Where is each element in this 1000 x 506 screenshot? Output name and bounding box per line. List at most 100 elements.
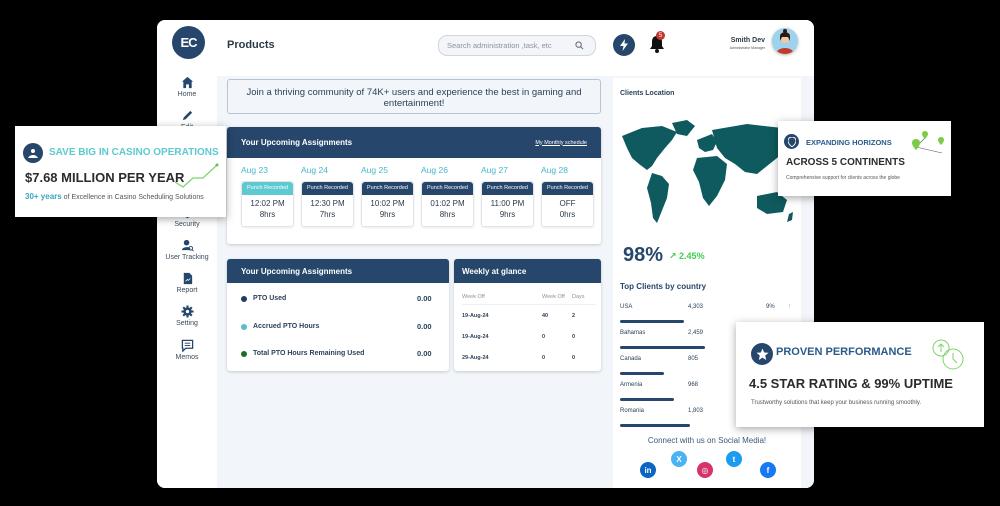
country-bar (620, 398, 674, 401)
sidebar-item-home[interactable]: Home (157, 76, 217, 98)
instagram-icon[interactable]: ◎ (697, 462, 713, 478)
linkedin-icon[interactable]: in (640, 462, 656, 478)
search-icon[interactable] (575, 41, 584, 50)
shift-hours: 9hrs (499, 210, 516, 219)
sidebar-item-memos[interactable]: Memos (157, 339, 217, 361)
country-value: 1,803 (688, 408, 704, 414)
sidebar-item-label: Security (174, 221, 200, 228)
shift-hours: 8hrs (259, 210, 276, 219)
pto-label: Total PTO Hours Remaining Used (253, 350, 365, 357)
pto-row: Accrued PTO Hours 0.00 (241, 322, 432, 331)
punch-status: Punch Recorded (302, 182, 353, 195)
card-header: Weekly at glance (454, 259, 601, 283)
country-value: 805 (688, 356, 699, 362)
day-card: Punch Recorded 11:00 PM 9hrs (481, 181, 534, 227)
expanding-horizons-card: EXPANDING HORIZONS ACROSS 5 CONTINENTS C… (778, 121, 951, 196)
memo-icon (181, 339, 193, 352)
performance-headline: 4.5 STAR RATING & 99% UPTIME (749, 376, 953, 391)
sidebar-item-label: Memos (175, 354, 199, 361)
clock-uptime-icon (932, 339, 964, 370)
community-banner: Join a thriving community of 74K+ users … (227, 79, 601, 114)
day-item[interactable]: Aug 27 Punch Recorded 11:00 PM 9hrs (481, 165, 541, 227)
sidebar-item-label: Report (176, 287, 198, 294)
shift-hours: 7hrs (319, 210, 336, 219)
punch-time: 12:02 PM (250, 199, 285, 208)
day-item[interactable]: Aug 26 Punch Recorded 01:02 PM 8hrs (421, 165, 481, 227)
country-value: 968 (688, 382, 699, 388)
column-header: Week Off (542, 293, 565, 300)
sidebar-item-setting[interactable]: Setting (157, 305, 217, 327)
table-cell: 0 (572, 333, 576, 340)
day-date: Aug 25 (361, 165, 388, 175)
x-icon[interactable]: X (671, 451, 687, 467)
table-row: 29-Aug-24 0 0 (462, 347, 596, 368)
horizons-headline: ACROSS 5 CONTINENTS (786, 157, 905, 168)
table-cell: 40 (542, 312, 549, 319)
app-logo[interactable]: EC (172, 26, 205, 59)
day-date: Aug 28 (541, 165, 568, 175)
pto-card: Your Upcoming Assignments PTO Used 0.00 … (227, 259, 449, 371)
twitter-icon[interactable]: t (726, 451, 742, 467)
quick-action-button[interactable] (613, 34, 635, 56)
card-title: Your Upcoming Assignments (241, 138, 353, 147)
shift-hours: 0hrs (559, 210, 576, 219)
sidebar-item-report[interactable]: Report (157, 272, 217, 294)
years-highlight: 30+ years (25, 192, 62, 201)
star-badge-icon (751, 343, 773, 365)
pencil-icon (182, 110, 192, 121)
table-row: 19-Aug-24 40 2 (462, 305, 596, 326)
country-bar (620, 346, 705, 349)
avatar[interactable] (772, 28, 798, 54)
page-title: Products (227, 39, 275, 51)
clients-percentage: 98% (623, 244, 664, 266)
punch-status: Punch Recorded (242, 182, 293, 195)
casino-title: SAVE BIG IN CASINO OPERATIONS (49, 147, 219, 158)
day-item[interactable]: Aug 23 Punch Recorded 12:02 PM 8hrs (241, 165, 301, 227)
day-item[interactable]: Aug 28 Punch Recorded OFF 0hrs (541, 165, 601, 227)
sidebar-item-user-tracking[interactable]: User Tracking (157, 239, 217, 261)
banner-text-line1: Join a thriving community of 74K+ users … (246, 87, 582, 98)
gear-icon (180, 305, 194, 318)
upcoming-assignments-card: Your Upcoming Assignments My Monthly sch… (227, 127, 601, 244)
search-input[interactable] (447, 41, 575, 50)
country-bar (620, 372, 664, 375)
monthly-schedule-link[interactable]: My Monthly schedule (535, 139, 587, 146)
table-cell: 29-Aug-24 (462, 354, 489, 361)
day-list: Aug 23 Punch Recorded 12:02 PM 8hrs Aug … (241, 165, 601, 227)
notification-badge: 5 (656, 31, 665, 40)
pto-label: Accrued PTO Hours (253, 323, 320, 330)
social-title: Connect with us on Social Media! (647, 436, 767, 445)
country-bar (620, 424, 690, 427)
punch-status: Punch Recorded (542, 182, 593, 195)
day-card: Punch Recorded 12:02 PM 8hrs (241, 181, 294, 227)
performance-subtext: Trustworthy solutions that keep your bus… (751, 400, 922, 406)
day-item[interactable]: Aug 25 Punch Recorded 10:02 PM 9hrs (361, 165, 421, 227)
punch-time: 10:02 PM (370, 199, 405, 208)
search-box[interactable] (438, 35, 596, 56)
table-cell: 19-Aug-24 (462, 312, 489, 319)
country-value: 2,459 (688, 330, 704, 336)
location-pin-icon (784, 134, 799, 149)
map-route-icon (912, 131, 944, 154)
casino-savings-card: SAVE BIG IN CASINO OPERATIONS $7.68 MILL… (15, 126, 226, 217)
day-item[interactable]: Aug 24 Punch Recorded 12:30 PM 7hrs (301, 165, 361, 227)
pto-label: PTO Used (253, 295, 287, 302)
pto-row: PTO Used 0.00 (241, 294, 432, 303)
day-card: Punch Recorded 01:02 PM 8hrs (421, 181, 474, 227)
day-card: Punch Recorded 10:02 PM 9hrs (361, 181, 414, 227)
horizons-title: EXPANDING HORIZONS (806, 138, 892, 147)
facebook-icon[interactable]: f (760, 462, 776, 478)
sidebar-item-label: Setting (176, 320, 198, 327)
pto-row: Total PTO Hours Remaining Used 0.00 (241, 349, 432, 358)
card-header: Your Upcoming Assignments (227, 259, 449, 283)
punch-status: Punch Recorded (482, 182, 533, 195)
arrow-up-icon: ↑ (788, 303, 792, 310)
user-name: Smith Dev (730, 37, 765, 44)
top-clients-title: Top Clients by country (620, 282, 707, 291)
legend-dot (241, 295, 247, 302)
pto-value: 0.00 (417, 294, 432, 303)
savings-icon (23, 143, 43, 163)
legend-dot (241, 323, 247, 330)
column-header: Week Off (462, 293, 485, 300)
weekly-glance-card: Weekly at glance Week Off Week Off Days … (454, 259, 601, 371)
